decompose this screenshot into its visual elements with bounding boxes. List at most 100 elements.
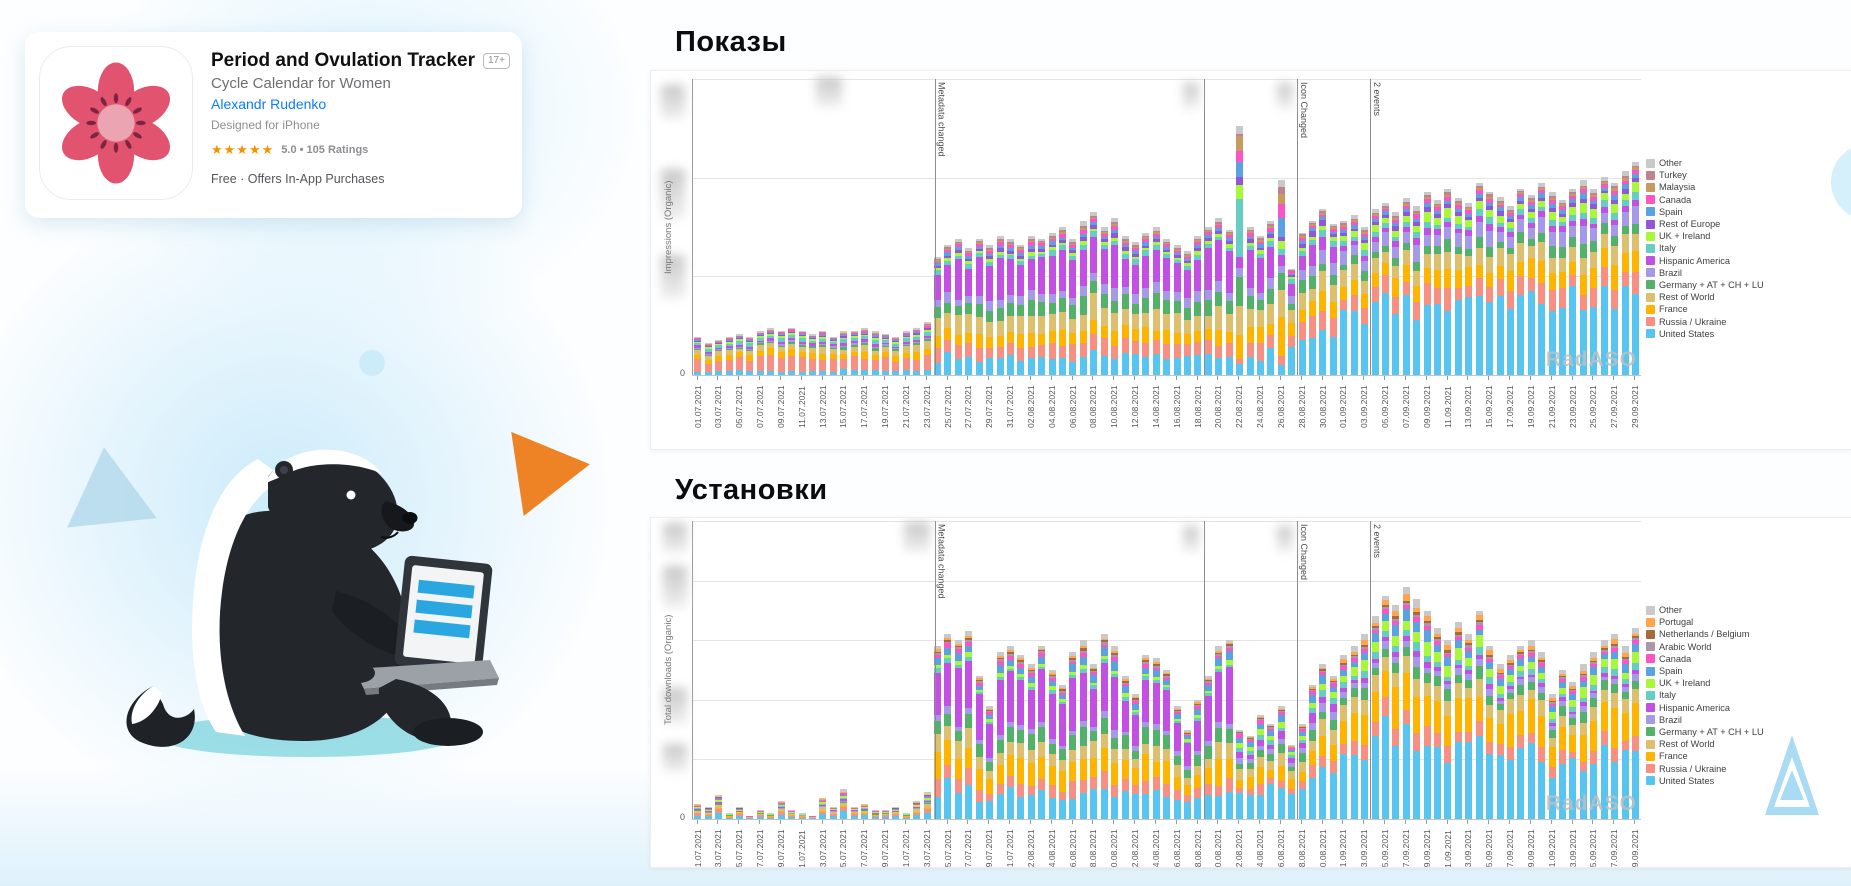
- segment-canada: [1590, 196, 1598, 202]
- segment-italy: [1579, 697, 1587, 703]
- segment-other: [1152, 227, 1160, 231]
- segment-uk-ireland: [819, 802, 827, 805]
- stacked-bar: [1434, 628, 1442, 819]
- segment-russia-ukraine: [1079, 780, 1087, 793]
- segment-united-states: [881, 370, 889, 375]
- segment-spain: [829, 339, 837, 340]
- segment-rest-of-europe: [1027, 249, 1035, 252]
- segment-united-states: [1381, 292, 1389, 375]
- segment-rest-of-europe: [1454, 211, 1462, 216]
- segment-russia-ukraine: [1361, 745, 1369, 760]
- segment-united-states: [808, 370, 816, 375]
- segment-canada: [1361, 648, 1369, 653]
- segment-russia-ukraine: [1059, 346, 1067, 359]
- segment-canada: [777, 803, 785, 804]
- segment-malaysia: [1371, 214, 1379, 216]
- stacked-bar: [1236, 126, 1244, 375]
- segment-italy: [1184, 265, 1192, 270]
- segment-portugal: [1006, 650, 1014, 653]
- segment-hispanic-america: [1090, 688, 1098, 727]
- segment-spain: [1444, 200, 1452, 204]
- segment-spain: [819, 801, 827, 803]
- x-axis-tick: [1300, 820, 1302, 824]
- segment-france: [861, 812, 869, 814]
- app-title: Period and Ovulation Tracker: [211, 50, 475, 71]
- legend-label: Rest of Europe: [1659, 219, 1721, 230]
- segment-germany-at-ch-lu: [1111, 301, 1119, 314]
- segment-russia-ukraine: [1142, 780, 1150, 794]
- stacked-bar: [1600, 640, 1608, 819]
- legend-swatch-canada: [1646, 654, 1655, 664]
- segment-rest-of-world: [1184, 777, 1192, 785]
- x-axis-tick: [717, 820, 719, 824]
- segment-spain: [1184, 258, 1192, 261]
- segment-france: [996, 336, 1004, 348]
- segment-canada: [1548, 703, 1556, 707]
- segment-canada: [1423, 198, 1431, 204]
- segment-united-states: [1277, 788, 1285, 819]
- x-axis-tick: [988, 820, 990, 824]
- developer-link[interactable]: Alexandr Rudenko: [211, 96, 327, 112]
- segment-united-states: [1288, 794, 1296, 819]
- segment-italy: [1538, 679, 1546, 684]
- segment-rest-of-world: [913, 345, 921, 353]
- segment-canada: [986, 251, 994, 254]
- segment-italy: [1319, 690, 1327, 698]
- segment-netherlands-belgium: [1392, 616, 1400, 619]
- segment-italy: [736, 341, 744, 345]
- segment-france: [1621, 252, 1629, 273]
- x-axis-label: 22.08.2021: [1234, 829, 1245, 868]
- segment-russia-ukraine: [1038, 345, 1046, 357]
- segment-spain: [1371, 633, 1379, 643]
- segment-uk-ireland: [1496, 215, 1504, 223]
- segment-france: [1246, 777, 1254, 789]
- segment-france: [1527, 699, 1535, 734]
- segment-spain: [694, 340, 702, 341]
- segment-germany-at-ch-lu: [704, 354, 712, 357]
- segment-arabic-world: [1225, 646, 1233, 649]
- segment-netherlands-belgium: [1611, 643, 1619, 646]
- segment-russia-ukraine: [1246, 342, 1254, 357]
- segment-brazil: [1465, 673, 1473, 681]
- segment-france: [1059, 330, 1067, 347]
- x-axis-label: 09.09.2021: [1421, 829, 1432, 868]
- segment-hispanic-america: [1027, 258, 1035, 291]
- segment-france: [694, 812, 702, 814]
- segment-france: [1131, 768, 1139, 786]
- segment-germany-at-ch-lu: [1131, 750, 1139, 760]
- segment-hispanic-america: [1017, 264, 1025, 297]
- segment-canada: [934, 261, 941, 264]
- segment-hispanic-america: [819, 341, 827, 344]
- segment-italy: [1517, 671, 1525, 677]
- segment-hispanic-america: [1131, 715, 1139, 747]
- segment-russia-ukraine: [1131, 785, 1139, 795]
- x-axis-label: 19.09.2021: [1525, 385, 1536, 428]
- segment-arabic-world: [1152, 665, 1160, 668]
- segment-brazil: [1277, 738, 1285, 744]
- segment-united-states: [1517, 748, 1525, 819]
- x-axis-label: 31.07.2021: [1005, 829, 1015, 868]
- segment-arabic-world: [1340, 664, 1348, 667]
- segment-canada: [1100, 233, 1108, 237]
- segment-canada: [1225, 234, 1233, 239]
- segment-spain: [1069, 248, 1077, 251]
- segment-france: [1590, 720, 1598, 751]
- segment-germany-at-ch-lu: [1100, 293, 1108, 309]
- segment-turkey: [1319, 211, 1327, 213]
- segment-spain: [1090, 674, 1098, 683]
- x-axis-label: 13.07.2021: [817, 829, 828, 868]
- segment-germany-at-ch-lu: [1475, 236, 1483, 248]
- segment-rest-of-world: [1027, 750, 1035, 763]
- segment-canada: [1184, 734, 1192, 737]
- segment-portugal: [1236, 731, 1244, 733]
- segment-united-states: [954, 358, 962, 375]
- segment-france: [1423, 695, 1431, 726]
- segment-turkey: [944, 247, 952, 249]
- segment-united-states: [1465, 741, 1473, 819]
- segment-italy: [1517, 209, 1525, 216]
- segment-germany-at-ch-lu: [819, 806, 827, 808]
- segment-uk-ireland: [861, 334, 869, 337]
- segment-rest-of-europe: [861, 333, 869, 335]
- x-axis-tick: [1134, 820, 1135, 824]
- segment-rest-of-world: [1121, 308, 1129, 325]
